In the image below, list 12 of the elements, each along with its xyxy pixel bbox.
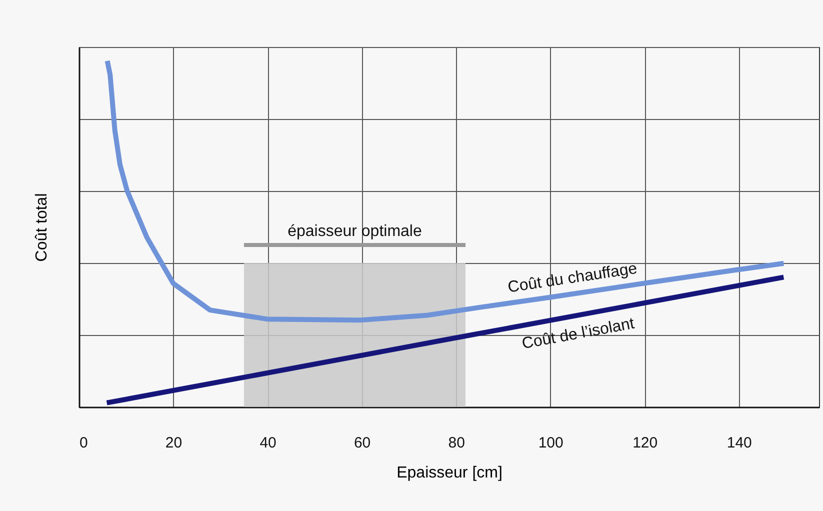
x-axis-title: Epaisseur [cm] xyxy=(396,464,502,482)
x-tick-label: 40 xyxy=(260,434,276,452)
text: Coût du chauffage xyxy=(506,260,638,296)
x-tick-label: 20 xyxy=(165,434,182,452)
x-tick-label: 0 xyxy=(80,434,88,452)
y-axis-title: Coût total xyxy=(34,193,50,262)
x-tick-label: 100 xyxy=(538,434,564,452)
x-tick-label: 80 xyxy=(448,434,465,452)
x-tick-label: 60 xyxy=(354,434,371,452)
x-tick-label: 140 xyxy=(726,434,752,452)
text: Coût de l’isolant xyxy=(520,315,636,353)
x-tick-label: 120 xyxy=(632,434,658,452)
